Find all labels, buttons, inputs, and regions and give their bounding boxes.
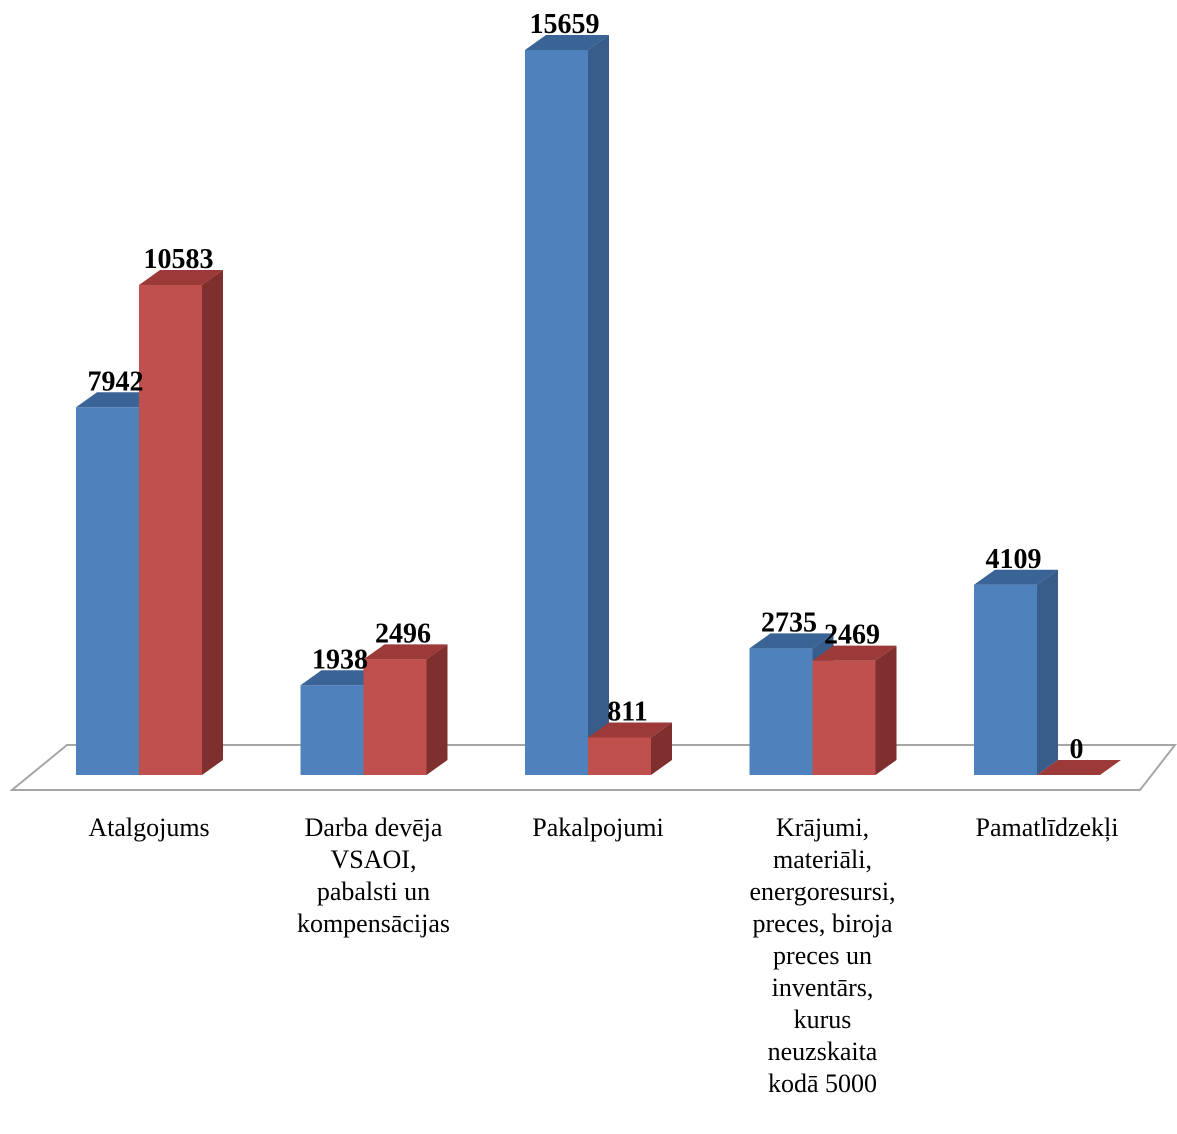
bar-front (749, 648, 813, 775)
category-label: Krājumi, materiāli, energoresursi, preces, … (723, 812, 923, 1100)
bar-2-3 (588, 722, 672, 775)
data-label: 10583 (144, 244, 214, 275)
bar-side (426, 644, 448, 775)
bar-top (1037, 760, 1121, 775)
bar-2-4 (812, 645, 897, 775)
category-label-line: Atalgojums (88, 813, 210, 842)
category-label-line: preces un (773, 941, 872, 970)
bar-2-2 (363, 644, 448, 775)
bars-group (76, 35, 1121, 775)
data-label: 1938 (312, 644, 368, 675)
category-label: Atalgojums (49, 812, 249, 844)
data-label: 2735 (761, 607, 817, 638)
bar-2-5 (1037, 760, 1121, 775)
bar-2-1 (139, 270, 223, 775)
bar-side (875, 645, 897, 775)
bar-top (588, 722, 672, 738)
bar-front (812, 660, 876, 775)
bar-top (363, 644, 448, 660)
data-label: 4109 (986, 544, 1042, 575)
category-label-line: kompensācijas (296, 909, 451, 938)
chart-floor (9, 744, 1177, 791)
bar-1-5 (974, 569, 1058, 775)
bar-front (139, 285, 202, 775)
category-label-line: energoresursi, (749, 877, 896, 906)
category-label-line: pabalsti un (316, 877, 431, 906)
bar-front (363, 659, 427, 775)
category-label-line: Darba devēja (304, 813, 443, 842)
bar-side (1037, 569, 1058, 775)
data-label: 2469 (824, 620, 880, 651)
bar-1-3 (525, 35, 609, 775)
category-label-line: neuzskaita (767, 1037, 878, 1066)
data-label: 0 (1070, 734, 1084, 765)
category-label-line: VSAOI, (330, 845, 417, 874)
category-label: Darba devēja VSAOI, pabalsti un kompensācij… (274, 812, 474, 940)
data-label: 7942 (88, 366, 144, 397)
data-label: 2496 (375, 618, 431, 649)
category-label-line: preces, biroja (752, 909, 893, 938)
category-label-line: Pamatlīdzekļi (975, 813, 1119, 842)
bar-front (588, 737, 651, 775)
category-label: Pamatlīdzekļi (947, 812, 1147, 844)
bar-front (525, 50, 588, 775)
bar-front (974, 584, 1037, 775)
category-label-line: inventārs, (771, 973, 874, 1002)
bar-top (749, 633, 834, 649)
category-label-line: materiāli, (773, 845, 872, 874)
category-label-line: Krājumi, (775, 813, 870, 842)
bar-front (76, 407, 139, 775)
bar-side (588, 35, 609, 775)
bar-top (812, 645, 897, 661)
bar-top (974, 569, 1058, 585)
category-label: Pakalpojumi (498, 812, 698, 844)
category-label-line: kurus (793, 1005, 852, 1034)
data-label: 15659 (530, 9, 600, 40)
data-label: 811 (607, 696, 647, 727)
bar-side (202, 270, 223, 775)
bar-top (525, 35, 609, 50)
bar-top (139, 270, 223, 286)
bar-front (300, 685, 364, 775)
category-label-line: kodā 5000 (767, 1069, 878, 1098)
category-label-line: Pakalpojumi (532, 813, 664, 842)
bar-side (651, 722, 672, 775)
